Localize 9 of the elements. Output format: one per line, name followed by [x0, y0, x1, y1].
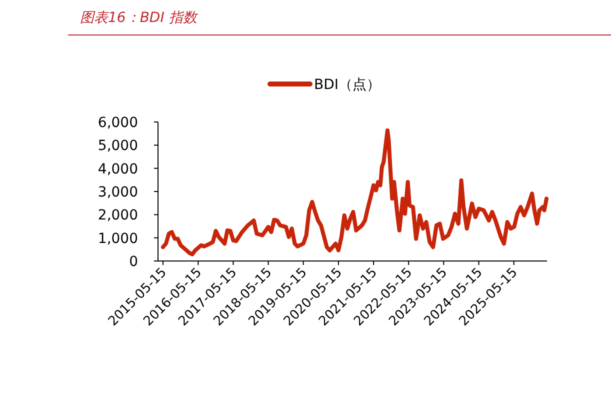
- y-tick-label: 6,000: [98, 115, 138, 131]
- title: 图表16：BDI 指数: [80, 10, 197, 26]
- y-tick-label: 0: [129, 254, 138, 270]
- y-tick-label: 4,000: [98, 161, 138, 178]
- y-tick-label: 3,000: [98, 184, 138, 200]
- y-tick-label: 2,000: [98, 208, 138, 224]
- y-tick-label: 5,000: [98, 138, 138, 154]
- legend-label: BDI（点）: [314, 77, 381, 93]
- y-tick-label: 1,000: [98, 230, 138, 247]
